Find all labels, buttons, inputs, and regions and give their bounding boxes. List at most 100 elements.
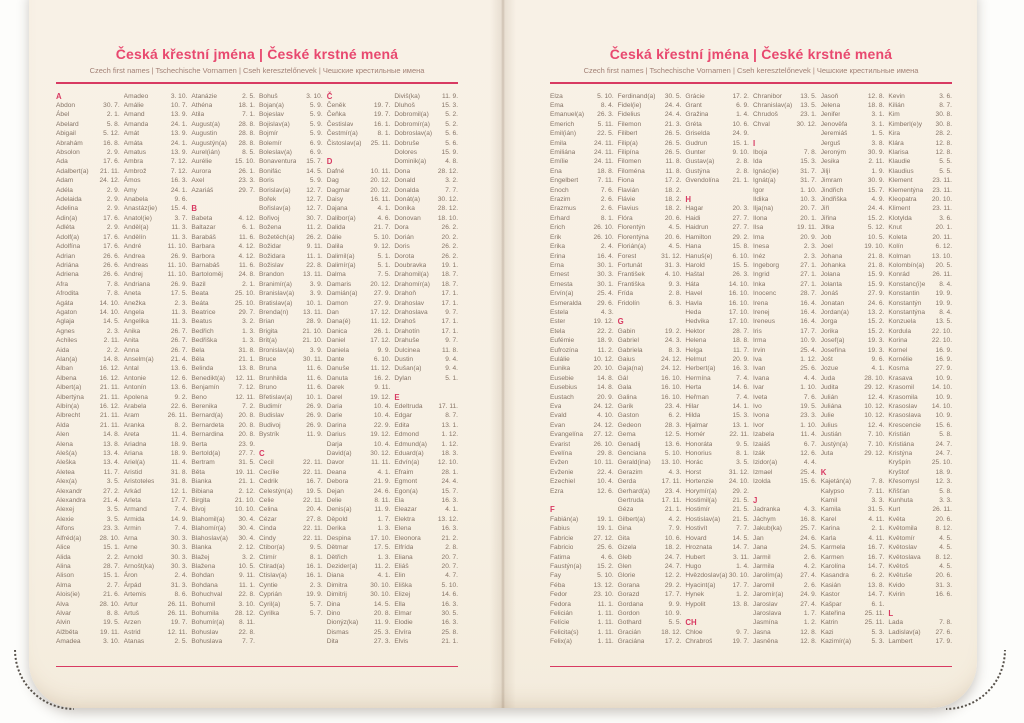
name-entry: Hroznata 14. 7. bbox=[685, 543, 749, 552]
nameday-date: 24. 1. bbox=[170, 120, 188, 128]
name-label: Jolana bbox=[820, 271, 841, 279]
name-label: Darie bbox=[326, 412, 343, 420]
nameday-date: 6. 1. bbox=[242, 224, 256, 232]
name-entry: Jošt 9. 6. bbox=[821, 355, 885, 364]
name-entry: Karel 4. 11. bbox=[821, 515, 885, 524]
name-entry: Erazmus 2. 6. bbox=[550, 204, 614, 213]
name-label: Evženie bbox=[550, 468, 574, 476]
name-label: Haštal bbox=[685, 271, 705, 279]
name-entry: Běla 21. 1. bbox=[191, 355, 255, 364]
nameday-date: 26. 3. bbox=[732, 271, 750, 279]
nameday-date: 24. 10. bbox=[728, 478, 750, 486]
name-entry: Darina 22. 9. bbox=[327, 421, 391, 430]
name-entry: Augustýn(a) 28. 8. bbox=[191, 139, 255, 148]
name-entry: Iveta 7. 6. bbox=[753, 393, 817, 402]
name-label: Beno bbox=[191, 393, 207, 401]
name-label: Darel bbox=[326, 393, 343, 401]
name-label: Dolores bbox=[394, 149, 418, 157]
nameday-date: 11. 6. bbox=[239, 261, 256, 269]
name-entry: Hvězdoslav(a) 30. 10. bbox=[685, 571, 749, 580]
name-label: Jasoň bbox=[820, 92, 839, 100]
name-entry: Andriana 26. 9. bbox=[124, 280, 188, 289]
name-label: Havla bbox=[685, 299, 703, 307]
nameday-date: 28. 3. bbox=[664, 421, 682, 429]
name-entry: Donát(a) 30. 12. bbox=[394, 195, 458, 204]
name-entry: Albena 16. 12. bbox=[56, 374, 120, 383]
name-label: Dorián bbox=[394, 233, 414, 241]
name-label: Čeněk bbox=[326, 102, 346, 109]
name-column: A Abdon 30. 7. Ábel 2. 1. Abelard 5. 8. Abigail… bbox=[56, 92, 120, 648]
nameday-date: 20. 9. bbox=[597, 393, 614, 401]
name-label: Alina bbox=[56, 562, 71, 570]
name-entry: Berenika 7. 2. bbox=[191, 402, 255, 411]
name-entry: Ena 18. 8. bbox=[550, 167, 614, 176]
name-label: Homér bbox=[685, 431, 706, 439]
name-label: Danuše bbox=[326, 365, 350, 373]
nameday-date: 1. 12. bbox=[441, 440, 459, 448]
nameday-date: 30. 7. bbox=[103, 102, 120, 109]
name-label: Kajetán(a) bbox=[820, 478, 852, 486]
name-entry: Beatrice 29. 7. bbox=[191, 308, 255, 317]
name-entry: Kateřina 25. 11. bbox=[821, 609, 885, 618]
nameday-date: 20. 8. bbox=[373, 609, 391, 617]
name-entry: Jimram 30. 9. bbox=[821, 176, 885, 185]
nameday-date: 16. 3. bbox=[441, 525, 459, 533]
name-label: Alban bbox=[56, 365, 73, 373]
nameday-date: 3. 1. bbox=[871, 111, 885, 119]
name-label: Damaris bbox=[326, 280, 352, 288]
nameday-date: 16. 4. bbox=[597, 252, 614, 260]
name-entry: Enoch 7. 6. bbox=[550, 186, 614, 195]
nameday-date: 15. 2. bbox=[867, 318, 885, 326]
name-label: Florentýn bbox=[617, 224, 646, 232]
nameday-date: 20. 9. bbox=[800, 233, 817, 241]
name-label: Dita bbox=[326, 638, 339, 646]
name-label: Hektor bbox=[685, 327, 705, 335]
name-label: Despina bbox=[326, 534, 351, 542]
nameday-date: 15. 1. bbox=[103, 572, 120, 580]
name-label: Fabián(a) bbox=[550, 515, 579, 523]
nameday-date: 14. 6. bbox=[732, 384, 750, 392]
nameday-date: 10. 9. bbox=[935, 374, 953, 382]
name-entry: Krescencie 15. 6. bbox=[888, 421, 952, 430]
name-entry: Herbert(a) 16. 3. bbox=[685, 364, 749, 373]
name-entry: Adelina 2. 9. bbox=[56, 204, 120, 213]
name-label: Dejan bbox=[326, 487, 344, 495]
nameday-date: 2. 5. bbox=[174, 638, 188, 646]
name-label: Axel bbox=[191, 177, 205, 185]
name-entry: David(a) 30. 12. bbox=[327, 449, 391, 458]
name-label: Eufémie bbox=[550, 337, 575, 345]
name-entry: Hedvika 17. 10. bbox=[685, 317, 749, 326]
name-entry: Evald 4. 10. bbox=[550, 411, 614, 420]
name-label: Drahoň bbox=[394, 290, 416, 298]
name-column: Atanázie 2. 5. Athéna 18. 1. Atila 7. 1. Augus… bbox=[191, 92, 255, 648]
name-entry: Daniela 9. 9. bbox=[327, 346, 391, 355]
name-entry: Izmael 25. 4. bbox=[753, 468, 817, 477]
nameday-date: 30. 1. bbox=[597, 261, 614, 269]
name-label: Krescencie bbox=[888, 421, 921, 429]
name-label: Chrudoš bbox=[753, 111, 778, 119]
name-label: Irenej bbox=[753, 308, 770, 316]
name-label: Erhard bbox=[550, 214, 570, 222]
nameday-date: 24. 11. bbox=[593, 149, 614, 157]
name-entry: Despina 17. 10. bbox=[327, 534, 391, 543]
name-label: Alida bbox=[56, 553, 71, 561]
nameday-date: 3. 8. bbox=[871, 139, 885, 147]
name-entry: Gita 10. 6. bbox=[618, 534, 682, 543]
name-label: Eliška bbox=[394, 581, 412, 589]
name-entry: Anita 26. 7. bbox=[124, 336, 188, 345]
name-entry: Květa 20. 6. bbox=[888, 515, 952, 524]
nameday-date: 15. 6. bbox=[800, 478, 817, 486]
name-label: Dobromil(a) bbox=[394, 111, 429, 119]
name-label: Gina bbox=[617, 525, 632, 533]
name-entry: Denis(a) 11. 9. bbox=[327, 505, 391, 514]
name-label: Dušan(a) bbox=[394, 365, 422, 373]
name-label: Hedvika bbox=[685, 318, 710, 326]
name-label: Klaudie bbox=[888, 158, 911, 166]
nameday-date: 5. 6. bbox=[445, 130, 459, 138]
nameday-date: 16. 6. bbox=[935, 591, 953, 599]
nameday-date: 4. 1. bbox=[445, 506, 459, 514]
nameday-date: 7. 12. bbox=[238, 384, 256, 392]
name-entry: Ariana 18. 9. bbox=[124, 449, 188, 458]
nameday-date: 4. 11. bbox=[868, 534, 885, 542]
nameday-date: 2. 2. bbox=[106, 553, 120, 561]
